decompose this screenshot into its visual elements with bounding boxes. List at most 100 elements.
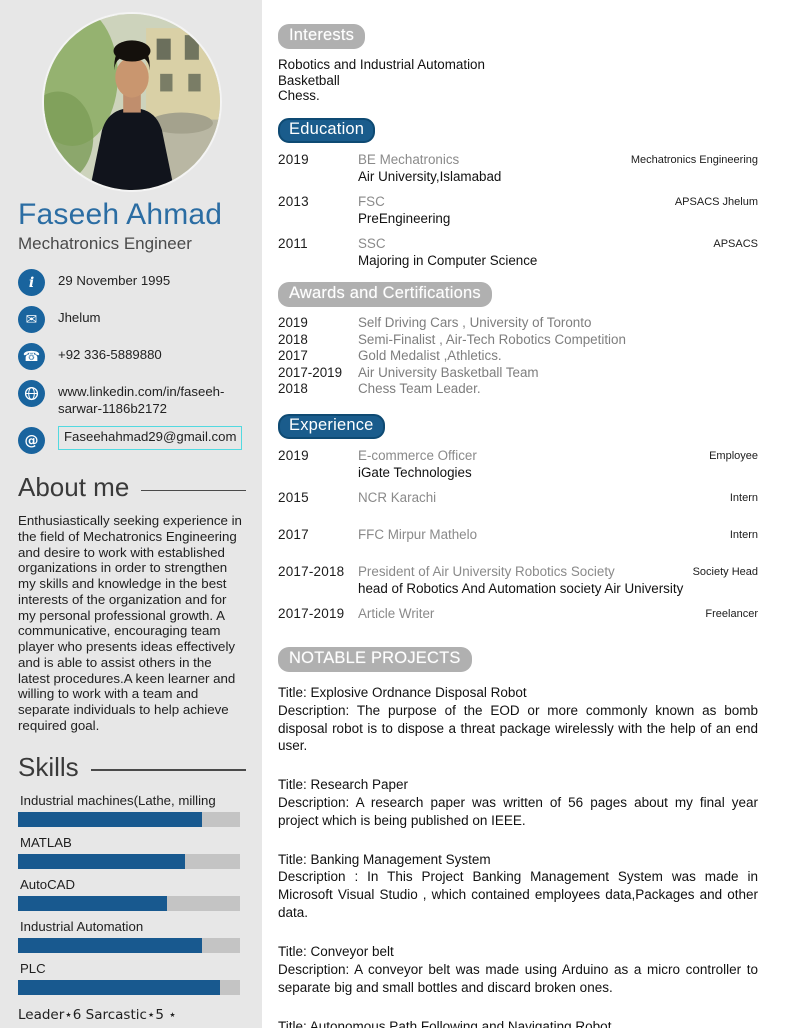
skill-label: MATLAB — [20, 834, 72, 850]
experience-entry: 2015 NCR Karachi Intern — [278, 490, 758, 505]
entry-title: SSC — [358, 236, 386, 252]
section-education: Education 2019 BE Mechatronics Air Unive… — [278, 118, 758, 268]
entry-year: 2019 — [278, 448, 309, 464]
entry-title: NCR Karachi — [358, 490, 437, 506]
mail-icon: ✉ — [18, 306, 45, 333]
phone-icon: ☎ — [18, 343, 45, 370]
entry-year: 2011 — [278, 236, 308, 252]
skill-item: Industrial machines(Lathe, milling — [18, 793, 246, 827]
sidebar: Faseeh Ahmad Mechatronics Engineer i 29 … — [0, 0, 262, 1028]
entry-subtitle: Majoring in Computer Science — [358, 253, 538, 269]
skill-bar-fill — [18, 853, 185, 869]
award-text: Air University Basketball Team — [358, 364, 539, 380]
entry-title: FSC — [358, 194, 385, 210]
experience-pill: Experience — [278, 414, 385, 440]
globe-icon — [18, 380, 45, 407]
skill-bar-fill — [18, 895, 167, 911]
skill-item: Industrial Automation — [18, 919, 246, 953]
entry-side-label: Freelancer — [705, 608, 758, 621]
project-description: Description : In This Project Banking Ma… — [278, 869, 758, 921]
skills-list: Industrial machines(Lathe, milling MATLA… — [18, 793, 246, 995]
experience-entry: 2019 E-commerce Officer iGate Technologi… — [278, 448, 758, 480]
award-row: 2019 Self Driving Cars , University of T… — [278, 315, 758, 330]
entry-side-label: Society Head — [692, 566, 758, 579]
award-text: Chess Team Leader. — [358, 381, 481, 397]
entry-side-label: Intern — [729, 529, 758, 542]
education-pill: Education — [278, 118, 376, 144]
skill-bar-fill — [18, 937, 203, 953]
skills-heading: Skills — [18, 752, 246, 783]
birthdate-text: 29 November 1995 — [58, 273, 171, 288]
main-column: Interests Robotics and Industrial Automa… — [262, 0, 794, 1028]
award-row: 2017 Gold Medalist ,Athletics. — [278, 348, 758, 363]
award-row: 2017-2019 Air University Basketball Team — [278, 365, 758, 380]
award-year: 2017-2019 — [278, 364, 343, 380]
project-title: Title: Conveyor belt — [278, 944, 394, 960]
skill-item: PLC — [18, 961, 246, 995]
education-entry: 2019 BE Mechatronics Air University,Isla… — [278, 152, 758, 184]
education-entry: 2013 FSC PreEngineering APSACS Jhelum — [278, 194, 758, 226]
contact-list: i 29 November 1995 ✉ Jhelum ☎ +92 336-58… — [18, 268, 246, 454]
entry-year: 2017-2019 — [278, 606, 345, 622]
award-year: 2018 — [278, 381, 308, 397]
award-year: 2019 — [278, 315, 308, 331]
contact-birthdate: i 29 November 1995 — [18, 268, 246, 296]
experience-entry: 2017-2018 President of Air University Ro… — [278, 564, 758, 596]
section-experience: Experience 2019 E-commerce Officer iGate… — [278, 414, 758, 621]
contact-phone: ☎ +92 336-5889880 — [18, 342, 246, 370]
skill-bar-fill — [18, 979, 221, 995]
about-heading: About me — [18, 472, 246, 503]
entry-subtitle: Air University,Islamabad — [358, 169, 502, 185]
entry-year: 2017 — [278, 527, 309, 543]
project-title: Title: Banking Management System — [278, 851, 491, 867]
info-icon: i — [18, 269, 45, 296]
award-text: Self Driving Cars , University of Toront… — [358, 315, 592, 331]
linkedin-link[interactable]: www.linkedin.com/in/faseeh-sarwar-1186b2… — [58, 384, 225, 416]
email-link[interactable]: Faseehahmad29@gmail.com — [58, 426, 243, 450]
skill-bar-track — [18, 811, 240, 827]
project-title: Title: Research Paper — [278, 777, 409, 793]
person-name: Faseeh Ahmad — [18, 198, 223, 231]
project-description: Description: A conveyor belt was made us… — [278, 961, 758, 995]
heading-rule — [90, 769, 246, 771]
entry-title: Article Writer — [358, 606, 435, 622]
contact-city: ✉ Jhelum — [18, 305, 246, 333]
entry-subtitle: PreEngineering — [358, 211, 451, 227]
skill-item: AutoCAD — [18, 877, 246, 911]
award-year: 2017 — [278, 348, 308, 364]
award-row: 2018 Chess Team Leader. — [278, 381, 758, 396]
entry-side-label: APSACS — [713, 238, 758, 251]
entry-year: 2019 — [278, 152, 309, 168]
education-entry: 2011 SSC Majoring in Computer Science AP… — [278, 236, 758, 268]
skill-label: AutoCAD — [20, 876, 75, 892]
project-description: Description: A research paper was writte… — [278, 794, 758, 828]
entry-side-label: Intern — [729, 492, 758, 505]
entry-side-label: Employee — [709, 450, 758, 463]
interest-item: Robotics and Industrial Automation — [278, 57, 485, 72]
contact-linkedin: www.linkedin.com/in/faseeh-sarwar-1186b2… — [18, 379, 246, 417]
experience-entry: 2017 FFC Mirpur Mathelo Intern — [278, 527, 758, 542]
entry-year: 2013 — [278, 194, 309, 210]
profile-photo — [44, 14, 220, 190]
skill-item: MATLAB — [18, 835, 246, 869]
entry-subtitle: head of Robotics And Automation society … — [358, 581, 684, 597]
entry-year: 2017-2018 — [278, 564, 345, 580]
heading-rule — [141, 489, 246, 492]
at-icon: @ — [18, 427, 45, 454]
person-title: Mechatronics Engineer — [18, 234, 192, 253]
projects-pill: NOTABLE PROJECTS — [278, 647, 472, 673]
project-item: Title: Research Paper Description: A res… — [278, 776, 758, 829]
award-text: Gold Medalist ,Athletics. — [358, 348, 502, 364]
project-item: Title: Autonomous Path Following and Nav… — [278, 1018, 758, 1028]
entry-title: President of Air University Robotics Soc… — [358, 564, 615, 580]
about-text: Enthusiastically seeking experience in t… — [18, 513, 242, 733]
interests-pill: Interests — [278, 24, 366, 49]
city-text: Jhelum — [58, 310, 101, 325]
entry-title: BE Mechatronics — [358, 152, 460, 168]
skill-bar-track — [18, 937, 240, 953]
entry-title: FFC Mirpur Mathelo — [358, 527, 478, 543]
skill-label: Industrial machines(Lathe, milling — [20, 792, 216, 808]
entry-subtitle: iGate Technologies — [358, 465, 472, 481]
project-item: Title: Explosive Ordnance Disposal Robot… — [278, 684, 758, 755]
